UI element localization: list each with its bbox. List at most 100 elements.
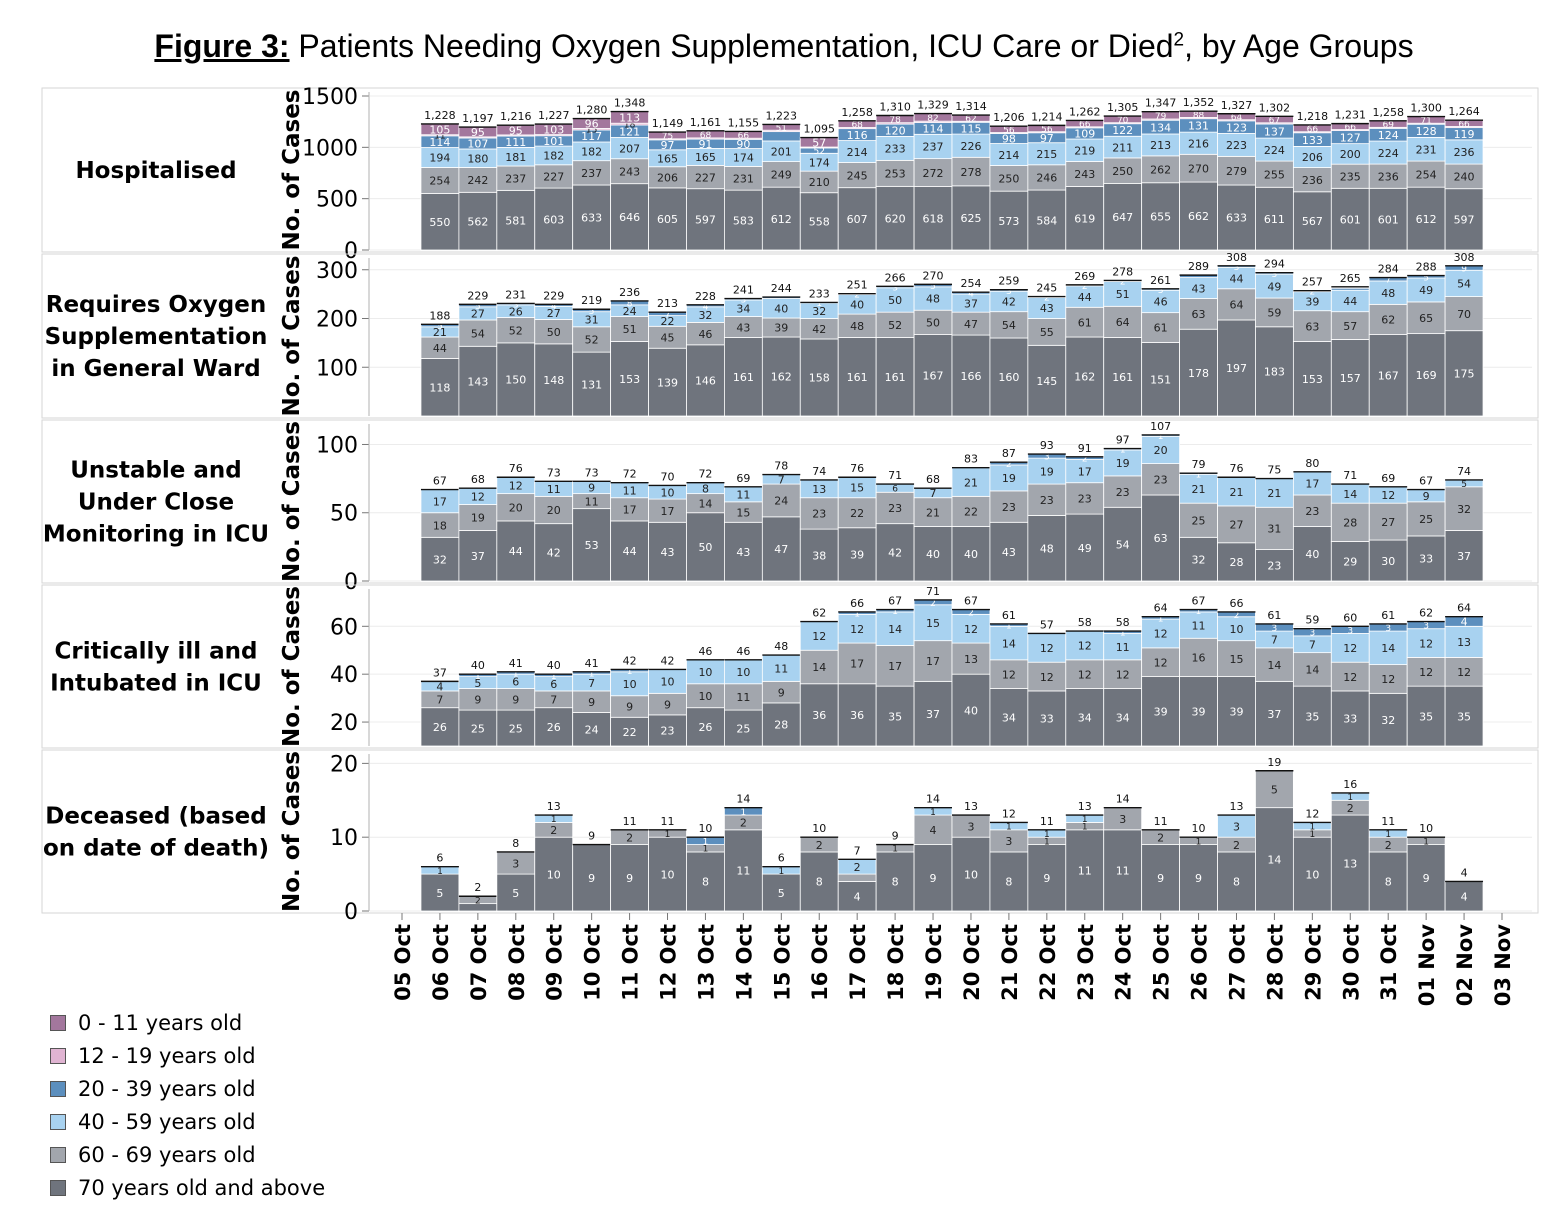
segment-label: 37: [1457, 550, 1471, 563]
segment-label: 137: [1264, 125, 1285, 138]
bar-segment-70-plus: [534, 343, 574, 417]
y-tick-label: 200: [316, 308, 358, 333]
bar-total-label: 1,305: [1107, 101, 1139, 114]
segment-label: 17: [661, 505, 675, 518]
segment-label: 206: [657, 172, 678, 185]
segment-label: 5: [474, 677, 481, 690]
bar-segment-70-plus: [951, 836, 991, 912]
segment-label: 107: [467, 138, 488, 151]
segment-label: 23: [1154, 474, 1168, 487]
panel-4: 20 40 60 No. of Cases Critically ill and Intu…: [41, 584, 1539, 749]
bar-total-label: 74: [812, 465, 826, 478]
segment-label: 121: [619, 125, 640, 138]
bar-segment-70-plus: [1406, 685, 1446, 747]
segment-label: 82: [927, 114, 938, 124]
segment-label: 211: [1112, 141, 1133, 154]
bar-segment-70-plus: [761, 873, 801, 912]
bar-13-oct: 8 11 10: [686, 822, 725, 912]
y-tick-label: 20: [330, 752, 358, 777]
segment-label: 25: [509, 722, 523, 735]
segment-label: 25: [1419, 513, 1433, 526]
bar-total-label: 251: [847, 279, 868, 292]
segment-label: 28: [1229, 556, 1243, 569]
bar-total-label: 67: [964, 595, 978, 608]
segment-label: 633: [1226, 212, 1247, 225]
bar-total-label: 46: [736, 645, 750, 658]
bar-total-label: 233: [809, 287, 830, 300]
bar-total-label: 40: [547, 659, 561, 672]
bar-segment-40-59: [1179, 474, 1218, 504]
segment-label: 40: [964, 704, 978, 717]
segment-label: 29: [1343, 555, 1357, 568]
segment-label: 37: [926, 708, 940, 721]
segment-label: 2: [854, 861, 861, 874]
segment-label: 42: [547, 547, 561, 560]
segment-label: 66: [738, 131, 750, 141]
segment-label: 42: [1002, 296, 1016, 309]
segment-label: 40: [850, 299, 864, 312]
bar-segment-70-plus: [1141, 676, 1180, 747]
segment-label: 33: [1343, 713, 1357, 726]
bar-total-label: 68: [926, 473, 940, 486]
segment-label: 117: [581, 130, 602, 143]
segment-label: 183: [1264, 366, 1285, 379]
bar-total-label: 4: [1461, 866, 1468, 879]
segment-label: 1: [437, 867, 443, 877]
bar-segment-70-plus: [951, 185, 991, 251]
bar-16-oct: 38 23 13 74: [799, 465, 839, 582]
segment-label: 36: [850, 709, 864, 722]
bar-total-label: 74: [1457, 465, 1471, 478]
segment-label: 31: [585, 313, 599, 326]
bar-02-nov: 44: [1444, 866, 1484, 912]
segment-label: 32: [1457, 503, 1471, 516]
bar-total-label: 62: [812, 607, 826, 620]
x-tick-label: 19 Oct: [922, 924, 946, 1001]
legend-swatch-60-69: [50, 1146, 66, 1163]
segment-label: 219: [1074, 144, 1095, 157]
segment-label: 12: [509, 480, 523, 493]
y-tick-label: 20: [330, 711, 358, 736]
bar-total-label: 71: [1343, 469, 1357, 482]
bar-total-label: 1,258: [841, 106, 873, 119]
bar-segment-60-69: [1406, 657, 1446, 687]
segment-label: 1: [741, 808, 747, 818]
segment-label: 1: [930, 808, 936, 818]
segment-label: 227: [543, 171, 564, 184]
segment-label: 8: [702, 482, 709, 495]
segment-label: 23: [1078, 493, 1092, 506]
segment-label: 165: [657, 152, 678, 165]
bar-24-oct: 11 3 14: [1103, 793, 1143, 912]
bar-19-oct: 40 21 768: [913, 473, 953, 582]
segment-label: 242: [467, 174, 488, 187]
bar-segment-70-plus: [686, 707, 725, 747]
bar-segment-70-plus: [686, 188, 725, 251]
bar-total-label: 1,329: [917, 99, 949, 112]
legend-item-12-19: 12 - 19 years old: [50, 1039, 325, 1072]
bar-total-label: 289: [1188, 260, 1209, 273]
bar-total-label: 188: [429, 309, 450, 322]
segment-label: 24: [623, 305, 637, 318]
segment-label: 124: [1378, 129, 1399, 142]
bar-total-label: 73: [585, 466, 599, 479]
segment-label: 3: [1423, 622, 1429, 632]
bar-total-label: 59: [1305, 614, 1319, 627]
bar-total-label: 1,310: [879, 101, 911, 114]
bar-total-label: 46: [698, 645, 712, 658]
bar-total-label: 284: [1378, 263, 1399, 276]
segment-label: 11: [774, 662, 788, 675]
bar-total-label: 1,327: [1221, 99, 1253, 112]
segment-label: 14: [1002, 637, 1016, 650]
bar-segment-70-plus: [1368, 187, 1408, 251]
segment-label: 9: [588, 872, 595, 885]
segment-label: 68: [851, 121, 863, 131]
bar-segment-60-69: [610, 158, 649, 185]
segment-label: 27: [1381, 516, 1395, 529]
bar-segment-60-69: [534, 319, 574, 345]
